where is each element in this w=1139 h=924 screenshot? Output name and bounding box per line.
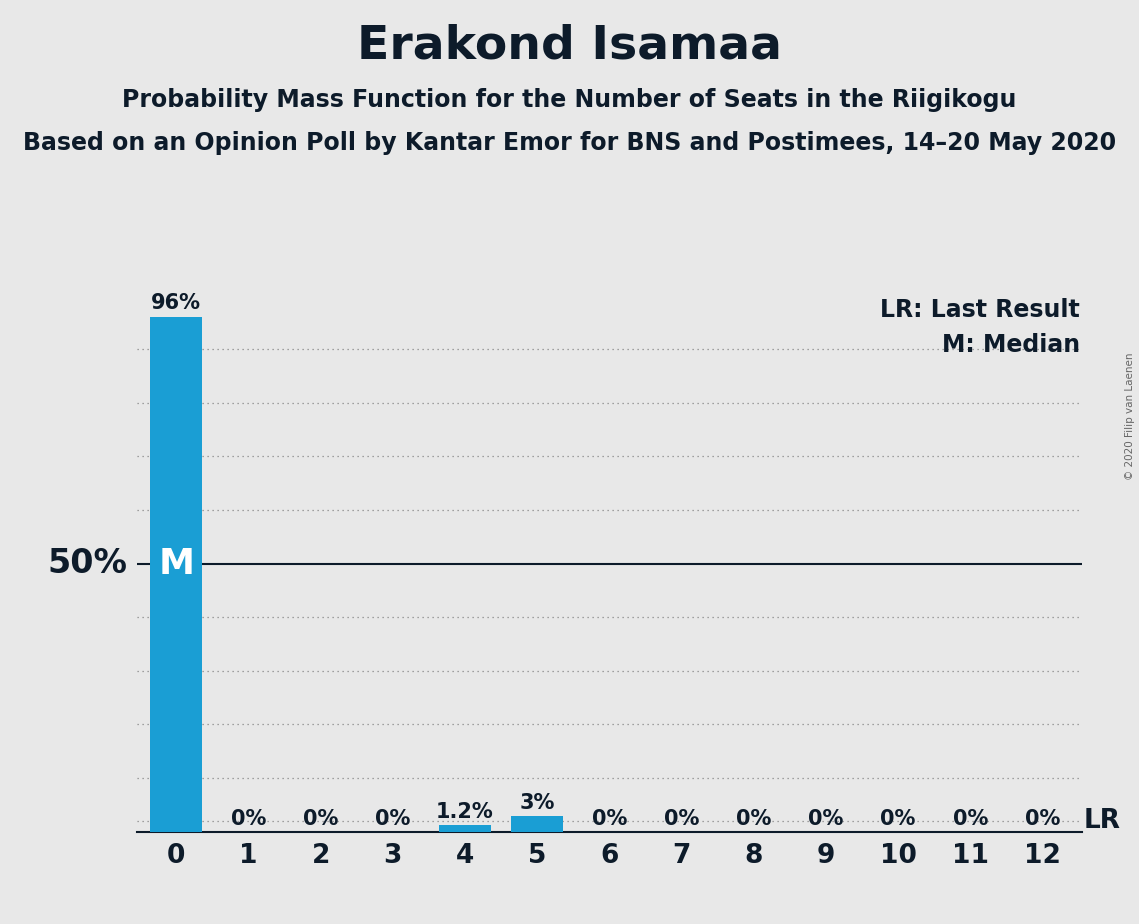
Text: 0%: 0% — [952, 809, 988, 830]
Text: Based on an Opinion Poll by Kantar Emor for BNS and Postimees, 14–20 May 2020: Based on an Opinion Poll by Kantar Emor … — [23, 131, 1116, 155]
Text: 96%: 96% — [151, 293, 202, 313]
Text: 1.2%: 1.2% — [436, 802, 494, 822]
Text: M: Median: M: Median — [942, 334, 1080, 358]
Text: Probability Mass Function for the Number of Seats in the Riigikogu: Probability Mass Function for the Number… — [122, 88, 1017, 112]
Text: 0%: 0% — [303, 809, 338, 830]
Text: LR: Last Result: LR: Last Result — [880, 298, 1080, 322]
Text: 0%: 0% — [591, 809, 628, 830]
Text: 0%: 0% — [231, 809, 267, 830]
Bar — [150, 317, 203, 832]
Text: 0%: 0% — [664, 809, 699, 830]
Bar — [511, 816, 563, 832]
Text: Erakond Isamaa: Erakond Isamaa — [357, 23, 782, 68]
Text: M: M — [158, 547, 195, 580]
Text: 0%: 0% — [736, 809, 771, 830]
Bar — [439, 825, 491, 832]
Text: 50%: 50% — [48, 547, 128, 580]
Text: LR: LR — [1084, 808, 1121, 833]
Text: 0%: 0% — [880, 809, 916, 830]
Text: 3%: 3% — [519, 793, 555, 813]
Text: 0%: 0% — [375, 809, 410, 830]
Text: 0%: 0% — [1025, 809, 1060, 830]
Text: © 2020 Filip van Laenen: © 2020 Filip van Laenen — [1125, 352, 1134, 480]
Text: 0%: 0% — [809, 809, 844, 830]
